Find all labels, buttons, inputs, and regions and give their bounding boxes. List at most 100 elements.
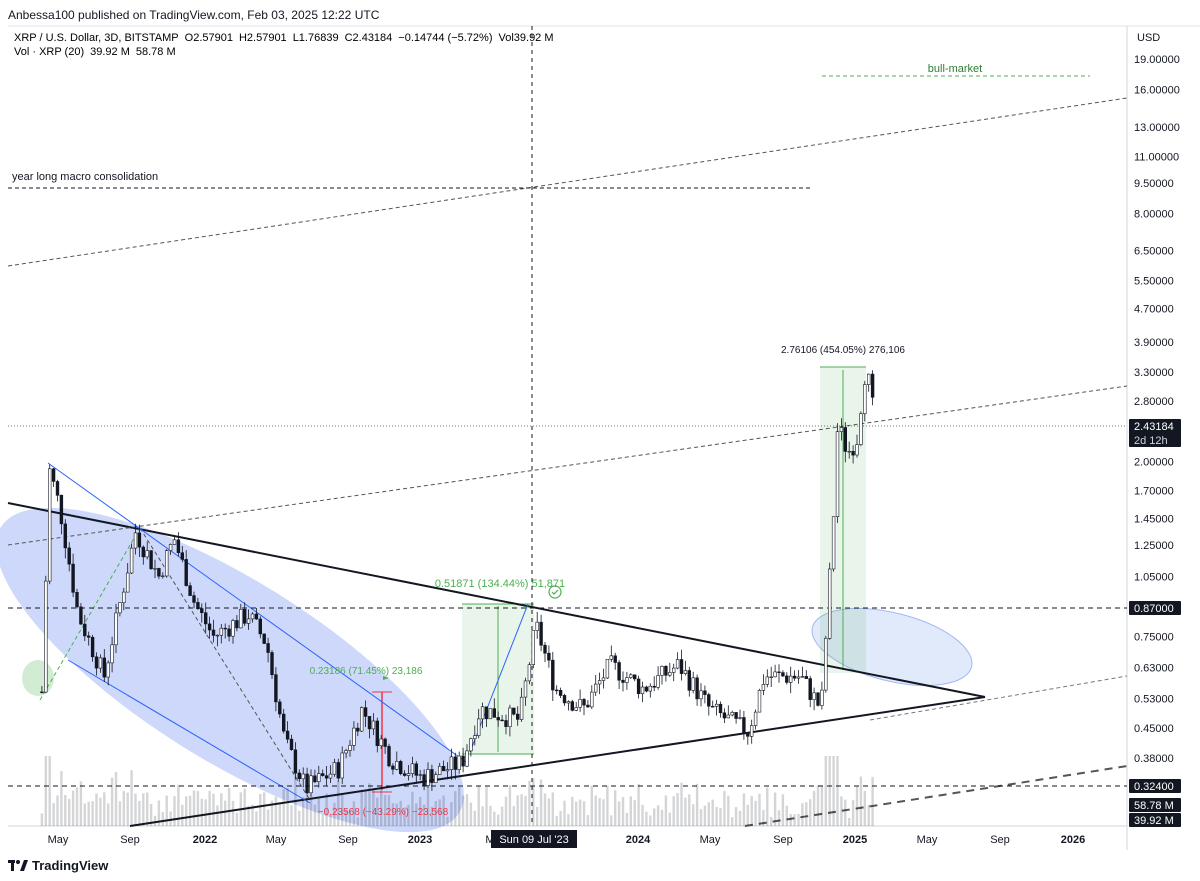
candle-body xyxy=(289,738,294,750)
volume-bar xyxy=(512,806,515,826)
price-tick-label: 9.50000 xyxy=(1134,178,1174,190)
time-tick-label: 2024 xyxy=(626,834,651,846)
price-tag-label: 2.43184 xyxy=(1134,421,1174,433)
candle-body xyxy=(63,523,68,549)
candle-body xyxy=(309,775,313,794)
volume-indicator-v1: 39.92 M xyxy=(90,46,130,58)
volume-bar xyxy=(75,787,79,826)
candle-body xyxy=(773,671,777,678)
volume-bar xyxy=(664,795,668,826)
candle-body xyxy=(523,680,528,698)
candle-body xyxy=(855,444,859,456)
volume-bar xyxy=(684,797,687,826)
chart-annotation: bull-market xyxy=(928,63,982,75)
candle-body xyxy=(426,769,430,786)
candle-body xyxy=(664,665,668,676)
price-tick-label: 13.00000 xyxy=(1134,122,1180,134)
candle-body xyxy=(851,450,855,456)
volume-bar xyxy=(91,801,94,826)
volume-bar xyxy=(812,790,816,826)
volume-bar xyxy=(333,802,336,826)
candle-body xyxy=(562,695,567,704)
candle-body xyxy=(547,652,551,661)
candle-body xyxy=(531,630,536,665)
channel-green-dashed xyxy=(39,527,141,701)
time-tick-label: Sep xyxy=(120,834,140,846)
volume-bar xyxy=(532,778,535,826)
candle-body xyxy=(465,750,469,767)
volume-bar xyxy=(181,804,184,826)
volume-bar xyxy=(52,803,55,826)
candle-body xyxy=(781,672,785,677)
candle-body xyxy=(679,659,684,674)
price-axis[interactable]: 19.00000 16.00000 13.00000 11.00000 9.50000 8… xyxy=(1134,54,1180,765)
volume-bar xyxy=(461,795,465,826)
candle-body xyxy=(492,708,496,718)
candle-body xyxy=(145,550,149,558)
inner-dashed-diagonal xyxy=(139,527,311,801)
tradingview-footer[interactable]: TradingView xyxy=(8,858,108,873)
volume-bar xyxy=(188,795,192,826)
time-axis[interactable]: May Sep 2022 May Sep 2023 M 2024 May Sep 2025 May Se… xyxy=(48,830,1086,848)
candle-body xyxy=(859,413,863,445)
volume-bar xyxy=(781,794,785,826)
volume-bar xyxy=(356,817,359,826)
candle-body xyxy=(808,678,812,700)
volume-bar xyxy=(676,793,679,826)
volume-bar xyxy=(110,777,114,826)
candle-body xyxy=(820,689,824,706)
candle-body xyxy=(640,686,645,694)
volume-bar xyxy=(360,789,363,826)
volume-bar xyxy=(606,785,609,826)
candle-body xyxy=(753,711,758,726)
candle-body xyxy=(44,580,48,693)
volume-bar xyxy=(255,811,258,826)
candle-body xyxy=(632,674,637,680)
price-tick-label: 1.45000 xyxy=(1134,514,1174,526)
candle-body xyxy=(367,716,372,730)
candle-body xyxy=(204,612,208,625)
candle-body xyxy=(172,539,177,545)
price-tag-box xyxy=(1129,798,1181,812)
candle-body xyxy=(410,763,415,774)
volume-bar xyxy=(442,795,445,826)
volume-bar xyxy=(633,800,636,826)
candle-body xyxy=(422,774,426,786)
volume-bar xyxy=(559,811,562,826)
candle-body xyxy=(188,585,192,596)
volume-bar xyxy=(438,799,441,826)
volume-bar xyxy=(216,805,219,826)
volume-bar xyxy=(855,786,859,826)
crosshair-date-badge xyxy=(491,830,577,848)
candle-body xyxy=(488,708,493,720)
candle-body xyxy=(231,620,235,637)
volume-bar xyxy=(649,815,652,826)
volume-bar xyxy=(458,786,461,826)
volume-bar xyxy=(294,775,297,826)
volume-bar xyxy=(758,793,761,826)
candle-body xyxy=(558,689,563,696)
candle-body xyxy=(71,563,75,593)
volume-bar xyxy=(282,789,285,826)
volume-indicator-v2: 58.78 M xyxy=(136,46,176,58)
volume-bar xyxy=(83,803,86,826)
candle-body xyxy=(699,690,703,700)
volume-bar xyxy=(146,792,149,826)
candle-body xyxy=(320,773,325,776)
volume-bar xyxy=(555,815,558,826)
candle-body xyxy=(239,608,243,629)
candlesticks[interactable] xyxy=(40,370,875,797)
candle-body xyxy=(554,689,559,692)
price-tick-label: 6.50000 xyxy=(1134,246,1174,258)
candle-body xyxy=(383,738,387,747)
candle-body xyxy=(527,664,532,682)
volume-bar xyxy=(844,799,847,826)
high-value: H2.57901 xyxy=(239,32,287,44)
volume-bar xyxy=(524,795,527,826)
candle-body xyxy=(831,516,836,570)
target-ellipse xyxy=(811,608,973,686)
volume-bar xyxy=(645,811,648,826)
symbol-label: XRP / U.S. Dollar, 3D, BITSTAMP xyxy=(14,32,179,44)
volume-bar xyxy=(243,788,246,826)
